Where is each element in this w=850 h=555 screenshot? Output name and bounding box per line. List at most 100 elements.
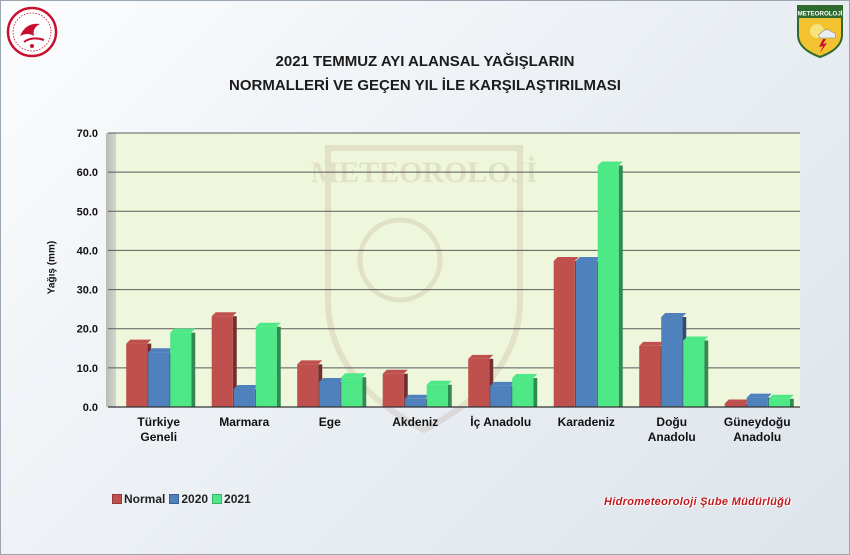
bar-top xyxy=(170,328,196,333)
bar-side xyxy=(704,340,709,407)
chart-title-line-2: NORMALLERİ VE GEÇEN YIL İLE KARŞILAŞTIRI… xyxy=(229,77,621,94)
bar-side xyxy=(276,326,281,407)
bar-highlight xyxy=(426,384,431,407)
bar-top xyxy=(233,384,259,389)
footer-credit: Hidrometeoroloji Şube Müdürlüğü xyxy=(604,496,792,508)
x-tick-label: Akdeniz xyxy=(392,415,438,429)
x-tick-label: Güneydoğu xyxy=(724,415,791,429)
bar-top xyxy=(512,374,538,379)
bar-side xyxy=(403,373,408,407)
bar-2021-5 xyxy=(597,161,623,407)
bar-highlight xyxy=(683,340,688,407)
bar-2020-2 xyxy=(319,377,345,407)
bar-highlight xyxy=(661,316,666,407)
bar-normal-3 xyxy=(382,369,408,407)
x-tick-label: İç Anadolu xyxy=(470,414,531,429)
bar-top xyxy=(661,312,687,317)
bar-side xyxy=(447,384,452,407)
bar-highlight xyxy=(639,345,644,407)
bar-highlight xyxy=(746,397,751,407)
bar-front xyxy=(319,381,341,407)
bar-side xyxy=(362,377,367,407)
bar-front xyxy=(639,345,661,407)
bar-highlight xyxy=(724,403,729,407)
bar-top xyxy=(490,381,516,386)
bar-2021-1 xyxy=(255,322,281,407)
legend-item-2020: 2020 xyxy=(169,492,208,506)
bar-highlight xyxy=(404,398,409,407)
bar-front xyxy=(255,326,277,407)
ministry-logo xyxy=(6,6,58,58)
bar-2021-4 xyxy=(512,374,538,407)
y-tick-label: 10.0 xyxy=(77,363,98,375)
bar-front xyxy=(512,378,534,407)
y-tick-label: 70.0 xyxy=(77,128,98,140)
bar-top xyxy=(768,394,794,399)
y-tick-label: 0.0 xyxy=(83,402,98,414)
bar-highlight xyxy=(211,316,216,407)
bar-highlight xyxy=(768,398,773,407)
bar-highlight xyxy=(575,260,580,407)
bar-highlight xyxy=(148,352,153,407)
bar-top xyxy=(468,354,494,359)
bar-side xyxy=(789,398,794,407)
bar-top xyxy=(746,393,772,398)
bar-highlight xyxy=(341,377,346,407)
bar-highlight xyxy=(126,343,131,407)
bar-highlight xyxy=(597,165,602,407)
bar-top xyxy=(297,360,323,365)
bar-2021-3 xyxy=(426,380,452,407)
watermark-shield xyxy=(325,145,523,434)
watermark-sun xyxy=(357,217,443,303)
bar-2020-0 xyxy=(148,348,174,407)
legend-label-2021: 2021 xyxy=(224,492,251,506)
bar-top xyxy=(426,380,452,385)
x-tick-label: Karadeniz xyxy=(558,415,615,429)
bar-front xyxy=(468,358,490,407)
legend: Normal 2020 2021 xyxy=(112,492,255,506)
bar-2020-6 xyxy=(661,312,687,407)
bar-front xyxy=(148,352,170,407)
bar-top xyxy=(553,256,579,261)
y-tick-label: 60.0 xyxy=(77,167,98,179)
x-tick-label: Anadolu xyxy=(648,430,696,444)
bar-top xyxy=(126,339,152,344)
bar-2020-5 xyxy=(575,256,601,407)
y-tick-label: 20.0 xyxy=(77,324,98,336)
bar-highlight xyxy=(233,388,238,407)
bar-2021-2 xyxy=(341,373,367,407)
legend-label-2020: 2020 xyxy=(181,492,209,506)
bar-front xyxy=(341,377,363,407)
bar-top xyxy=(341,373,367,378)
legend-swatch-normal xyxy=(112,494,122,504)
bar-side xyxy=(618,165,623,407)
legend-swatch-2021 xyxy=(212,494,223,504)
bar-front xyxy=(683,340,705,407)
bar-2020-3 xyxy=(404,394,430,407)
bar-top xyxy=(575,256,601,261)
bar-2021-6 xyxy=(683,336,709,407)
bar-front xyxy=(382,373,404,407)
x-tick-label: Doğu xyxy=(656,415,687,429)
bar-front xyxy=(211,316,233,407)
legend-label-normal: Normal xyxy=(124,492,166,506)
legend-item-normal: Normal xyxy=(112,492,165,506)
bar-normal-6 xyxy=(639,341,665,407)
legend-item-2021: 2021 xyxy=(212,492,251,506)
bar-top xyxy=(211,312,237,317)
bar-highlight xyxy=(512,378,517,407)
bar-2021-0 xyxy=(170,328,196,407)
bar-top xyxy=(404,394,430,399)
bar-2020-1 xyxy=(233,384,259,407)
bar-top xyxy=(683,336,709,341)
x-tick-label: Marmara xyxy=(219,415,269,429)
bar-highlight xyxy=(297,364,302,407)
bar-front xyxy=(553,260,575,407)
bar-normal-1 xyxy=(211,312,237,407)
bar-2021-7 xyxy=(768,394,794,407)
bar-front xyxy=(768,398,790,407)
bar-highlight xyxy=(382,373,387,407)
bar-front xyxy=(661,316,683,407)
legend-swatch-2020 xyxy=(169,494,180,504)
bar-top xyxy=(319,377,345,382)
